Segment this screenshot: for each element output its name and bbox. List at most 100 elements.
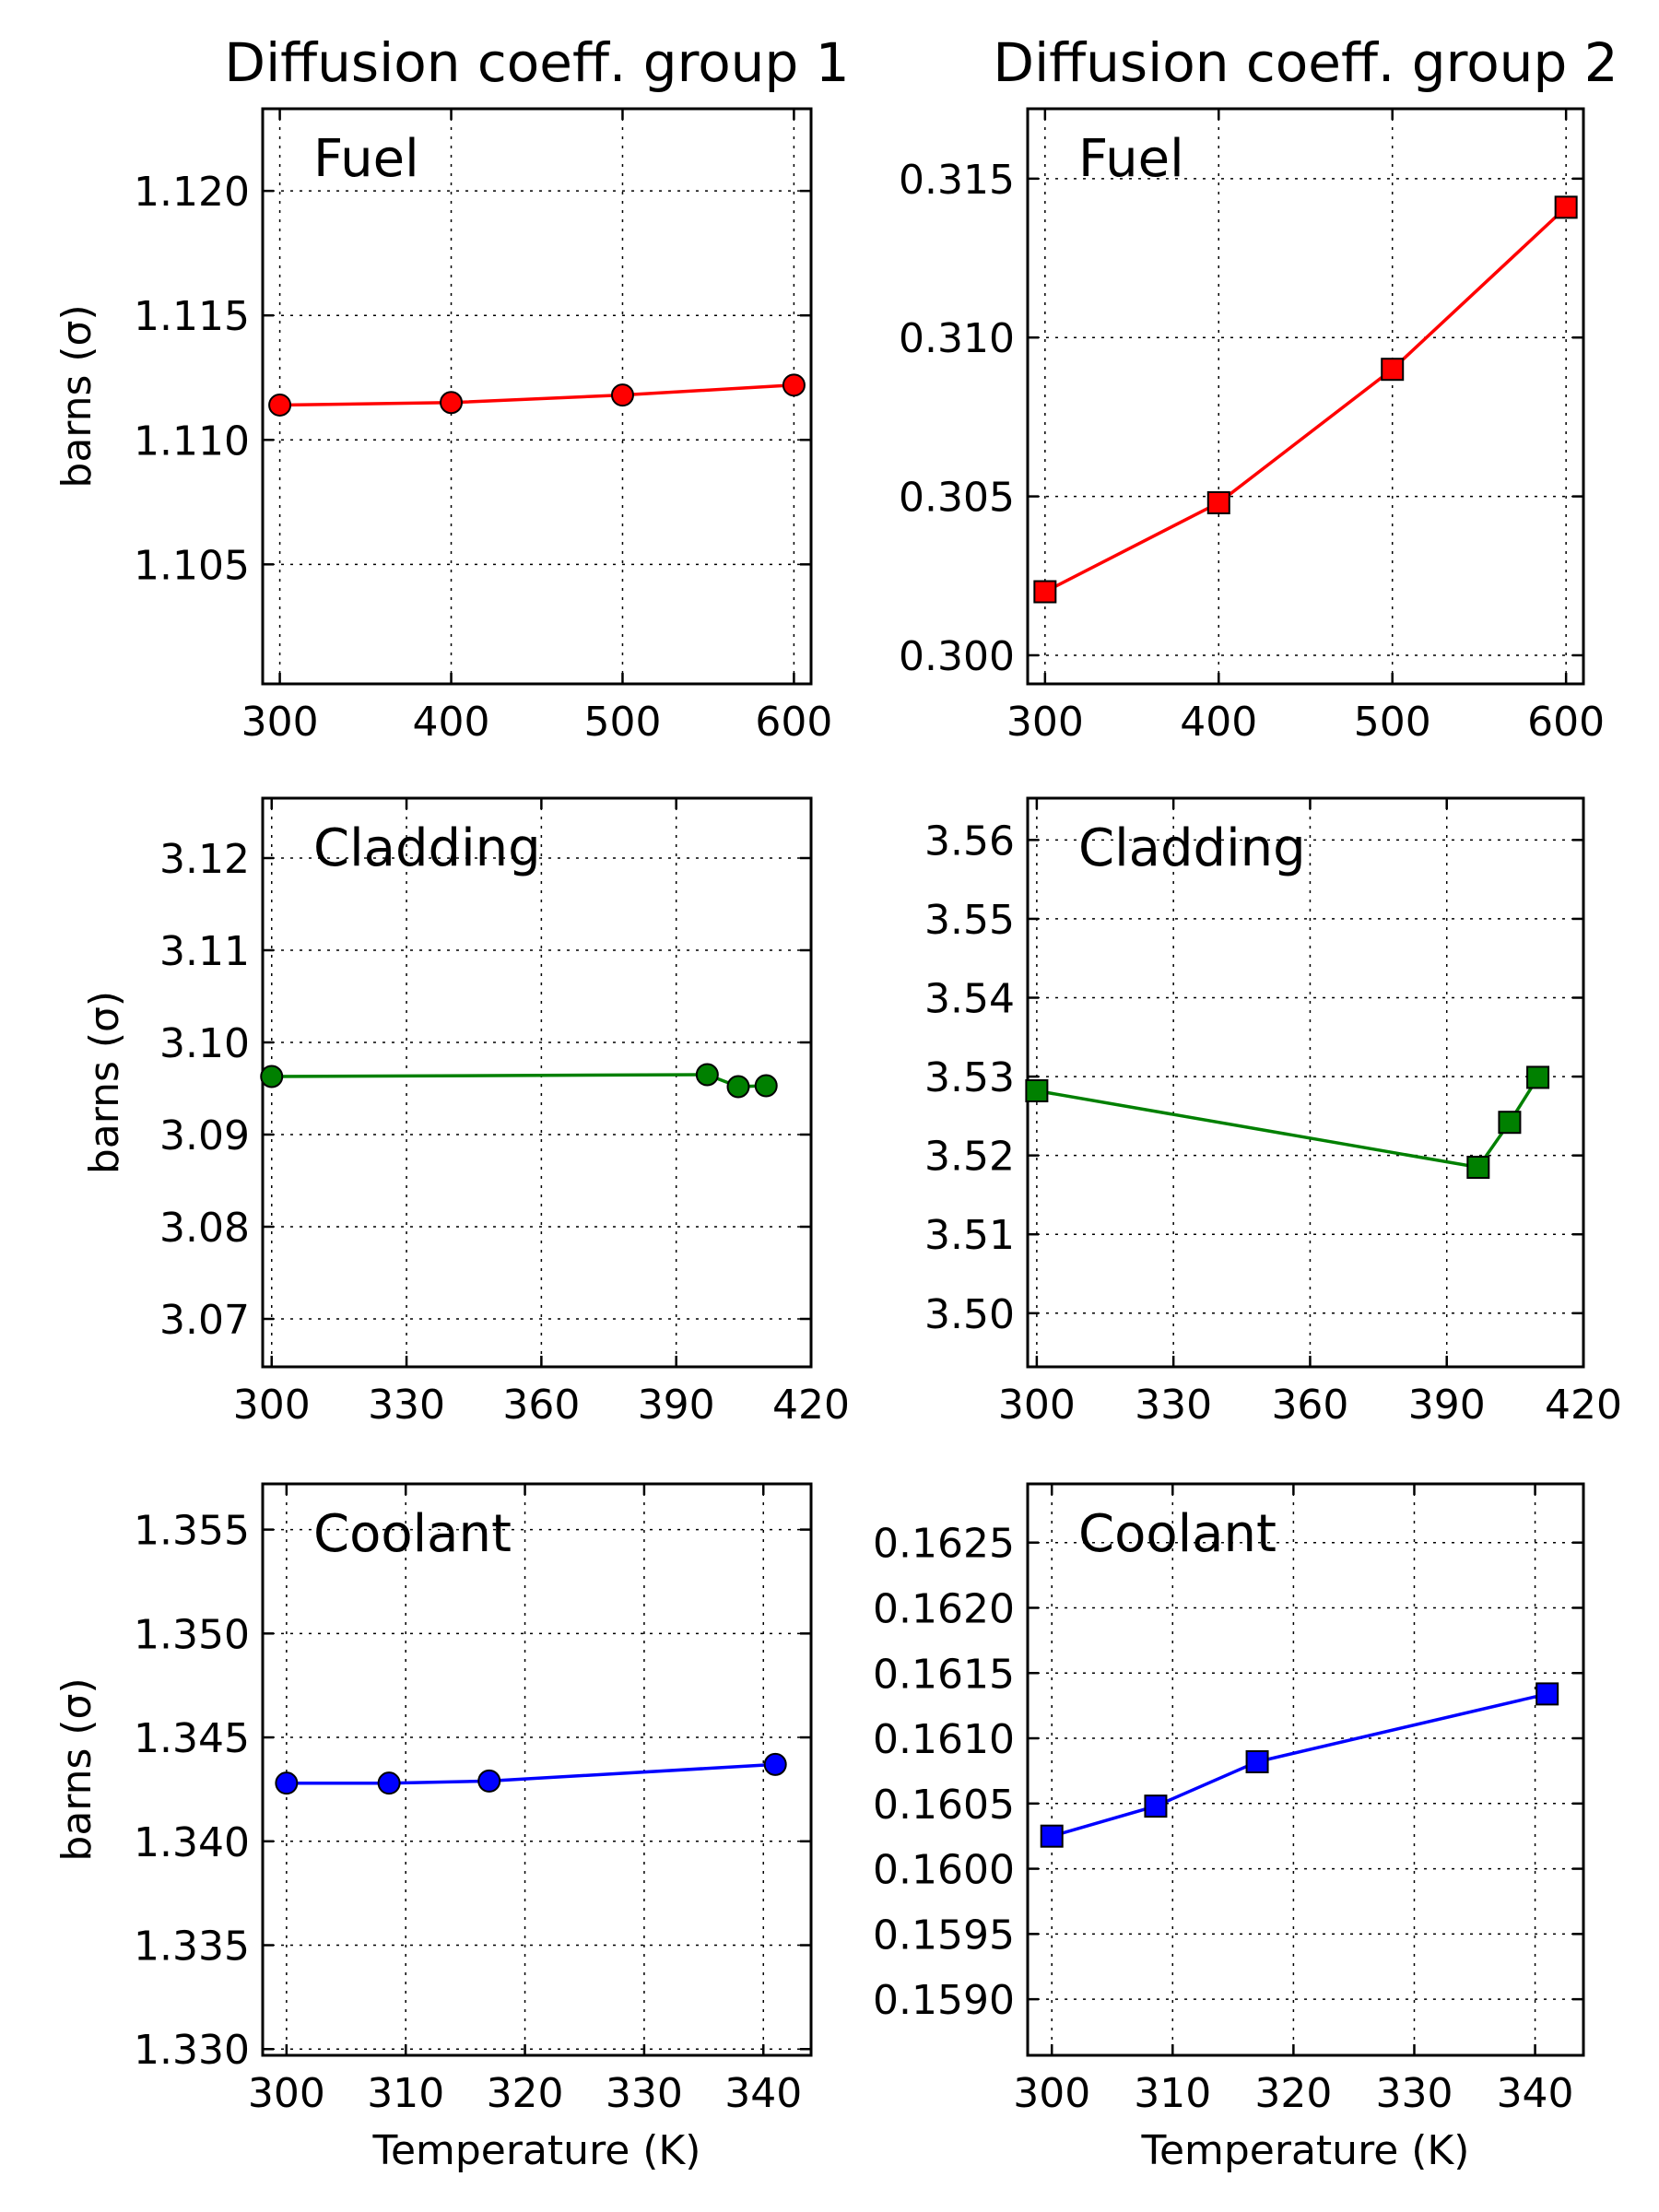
data-point [1245, 1750, 1269, 1774]
data-point [782, 373, 806, 397]
y-tick-label: 3.11 [159, 928, 250, 975]
y-tick-label: 1.350 [134, 1611, 250, 1658]
y-tick-label: 1.340 [134, 1819, 250, 1866]
y-tick-label: 1.330 [134, 2027, 250, 2074]
y-tick-label: 3.52 [924, 1134, 1015, 1181]
data-point [1466, 1155, 1490, 1179]
x-tick-label: 390 [1408, 1382, 1486, 1429]
x-tick-label: 360 [1271, 1382, 1348, 1429]
data-point [275, 1771, 299, 1795]
panel-annotation: Coolant [313, 1504, 512, 1564]
data-point [268, 393, 292, 417]
x-tick-label: 330 [1375, 2070, 1453, 2117]
y-tick-label: 1.110 [134, 418, 250, 465]
data-point [726, 1075, 750, 1099]
x-tick-label: 300 [248, 2070, 325, 2117]
y-tick-label: 0.1610 [873, 1716, 1015, 1763]
subplot-6: 300 310 320 330 340 0.1590 0.1595 0.1600 0.1605 0… [873, 1482, 1585, 2174]
panel-annotation: Fuel [1078, 129, 1184, 189]
data-point [1554, 195, 1578, 219]
data-point [1381, 358, 1405, 382]
y-tick-label: 1.355 [134, 1508, 250, 1555]
x-tick-label: 330 [368, 1382, 445, 1429]
y-axis-label: barns (σ) [81, 991, 128, 1174]
y-tick-label: 3.53 [924, 1054, 1015, 1101]
x-tick-label: 330 [606, 2070, 683, 2117]
x-tick-label: 400 [1180, 699, 1257, 746]
x-tick-label: 340 [1497, 2070, 1574, 2117]
data-point [260, 1065, 284, 1088]
x-tick-label: 310 [1134, 2070, 1211, 2117]
panel-annotation: Cladding [1078, 818, 1306, 878]
y-tick-label: 0.315 [899, 157, 1015, 204]
y-tick-label: 0.1595 [873, 1912, 1015, 1959]
y-tick-label: 0.300 [899, 633, 1015, 680]
subplot-2: 300 400 500 600 0.300 0.305 0.310 0.315 Fuel Diff… [899, 31, 1618, 746]
y-tick-label: 0.1590 [873, 1977, 1015, 2024]
x-tick-label: 420 [1545, 1382, 1622, 1429]
series-line [279, 383, 794, 407]
x-axis-label: Temperature (K) [1141, 2127, 1470, 2174]
y-tick-label: 3.09 [159, 1112, 250, 1159]
y-tick-label: 3.54 [924, 976, 1015, 1023]
y-tick-label: 3.07 [159, 1297, 250, 1344]
y-tick-label: 3.55 [924, 897, 1015, 944]
y-axis-label: barns (σ) [53, 1677, 100, 1861]
y-tick-label: 3.10 [159, 1020, 250, 1067]
series-line [1036, 1076, 1540, 1170]
subplot-title: Diffusion coeff. group 2 [993, 31, 1618, 94]
subplot-4: 300 330 360 390 420 3.50 3.51 3.52 3.53 3.54 3.55 3… [924, 796, 1622, 1429]
axes-frame [1026, 1482, 1585, 2057]
x-tick-label: 360 [502, 1382, 580, 1429]
data-point [477, 1769, 501, 1793]
data-point [695, 1063, 719, 1087]
x-tick-label: 600 [1527, 699, 1605, 746]
data-point [763, 1752, 787, 1776]
x-tick-label: 330 [1135, 1382, 1212, 1429]
y-tick-label: 3.51 [924, 1212, 1015, 1259]
subplot-1: 300 400 500 600 1.105 1.110 1.115 1.120 Fuel Diff… [53, 31, 850, 746]
x-tick-label: 300 [241, 699, 319, 746]
data-point [610, 383, 634, 407]
data-point [377, 1771, 401, 1795]
subplot-title: Diffusion coeff. group 1 [224, 31, 849, 94]
y-tick-label: 0.305 [899, 475, 1015, 522]
axes-frame [1026, 796, 1585, 1369]
y-tick-label: 1.345 [134, 1715, 250, 1762]
x-tick-label: 300 [998, 1382, 1076, 1429]
y-tick-label: 0.1620 [873, 1585, 1015, 1632]
axes-frame [261, 107, 813, 686]
y-tick-label: 0.1615 [873, 1651, 1015, 1698]
axes-frame [261, 1482, 813, 2057]
x-tick-label: 600 [755, 699, 832, 746]
data-point [1206, 490, 1230, 514]
subplot-3: 300 330 360 390 420 3.07 3.08 3.09 3.10 3.11 3.12 C… [81, 796, 850, 1429]
x-tick-label: 500 [583, 699, 661, 746]
y-tick-label: 0.1600 [873, 1847, 1015, 1894]
y-tick-label: 0.1625 [873, 1521, 1015, 1568]
y-tick-label: 0.1605 [873, 1782, 1015, 1829]
x-tick-label: 340 [724, 2070, 802, 2117]
x-axis-label: Temperature (K) [372, 2127, 701, 2174]
series-line [1051, 1692, 1548, 1838]
series-line [271, 1073, 767, 1088]
data-point [1033, 580, 1057, 604]
x-tick-label: 300 [233, 1382, 311, 1429]
x-tick-label: 400 [413, 699, 490, 746]
series-line [286, 1762, 776, 1785]
series-line [1044, 206, 1568, 594]
y-tick-label: 3.50 [924, 1291, 1015, 1338]
x-tick-label: 300 [1006, 699, 1084, 746]
y-tick-label: 1.115 [134, 293, 250, 340]
data-point [1040, 1824, 1064, 1848]
y-tick-label: 3.12 [159, 836, 250, 883]
panel-annotation: Coolant [1078, 1504, 1277, 1564]
y-tick-label: 1.105 [134, 542, 250, 589]
axes-frame [1026, 107, 1585, 686]
data-point [754, 1074, 778, 1098]
data-point [1025, 1078, 1049, 1102]
x-tick-label: 420 [772, 1382, 850, 1429]
y-tick-label: 3.08 [159, 1205, 250, 1252]
x-tick-label: 300 [1013, 2070, 1090, 2117]
